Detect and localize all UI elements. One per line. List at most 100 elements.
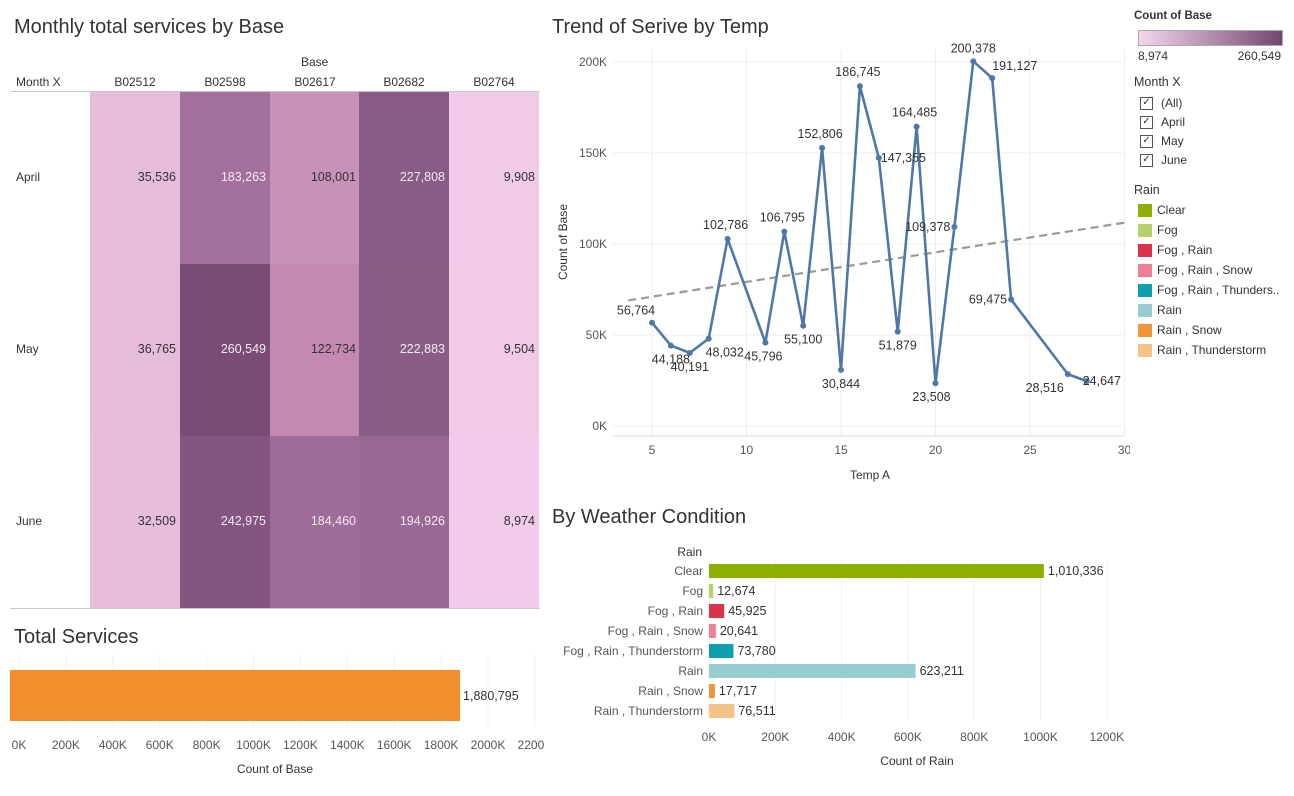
trend-point-label: 44,188 [652,353,690,367]
trend-point[interactable] [705,335,712,342]
weather-bar[interactable] [709,684,715,698]
weather-bar[interactable] [709,704,735,718]
heatmap-cell-value: 227,808 [399,170,445,184]
total-axis-tick: 1200K [283,738,318,752]
checkbox-checked-icon[interactable]: ✓ [1140,134,1153,148]
heatmap-cell[interactable]: 122,734 [270,264,360,436]
color-legend-title: Count of Base [1134,10,1212,22]
weather-bar[interactable] [709,604,725,618]
heatmap-cell[interactable]: 36,765 [90,264,180,436]
trend-point[interactable] [856,83,863,90]
weather-bar[interactable] [709,664,916,678]
filter-item-may[interactable]: ✓ May [1140,132,1184,150]
trend-point[interactable] [781,228,788,235]
total-axis-tick: 200K [52,738,80,752]
trend-point[interactable] [1083,378,1090,385]
trend-point-label: 40,191 [671,360,709,374]
trend-point[interactable] [762,339,769,346]
trend-point[interactable] [724,235,731,242]
trend-point[interactable] [838,366,844,373]
trend-point-label: 191,127 [992,59,1037,73]
trend-point-label: 109,378 [905,220,950,234]
trend-point-label: 106,795 [760,211,805,225]
color-gradient-bar [1138,30,1283,46]
heatmap-cell[interactable]: 8,974 [449,436,539,608]
trend-point[interactable] [649,319,655,326]
trend-point[interactable] [1008,296,1015,303]
total-axis-tick: 2200K [518,738,545,752]
heatmap-cell[interactable]: 9,504 [449,264,539,436]
trend-point[interactable] [951,223,958,230]
heatmap-cell-value: 35,536 [137,170,176,184]
trend-point-label: 55,100 [784,333,822,347]
weather-category-label: Fog , Rain [648,604,703,618]
trend-point[interactable] [819,144,826,151]
heatmap-cell[interactable]: 32,509 [90,436,180,608]
rain-legend-item[interactable]: Fog [1138,221,1178,239]
rain-legend-item[interactable]: Rain , Snow [1138,321,1222,339]
heatmap-cell[interactable]: 183,263 [180,92,270,264]
heatmap-cell[interactable]: 260,549 [180,264,270,436]
total-axis-tick: 600K [146,738,174,752]
heatmap-cell[interactable]: 222,883 [359,264,449,436]
heatmap-cell[interactable]: 35,536 [90,92,180,264]
trend-point[interactable] [1064,371,1071,378]
weather-title: By Weather Condition [552,506,747,528]
trend-point[interactable] [932,380,939,387]
total-bar-label: 1,880,795 [463,689,519,703]
checkbox-checked-icon[interactable]: ✓ [1140,96,1153,110]
weather-bar[interactable] [709,584,714,598]
trend-point[interactable] [913,123,920,130]
heatmap-cell-value: 9,504 [503,342,535,356]
rain-legend-item[interactable]: Rain [1138,301,1182,319]
heatmap-cell[interactable]: 184,460 [270,436,360,608]
trend-x-label: Temp A [850,468,890,482]
heatmap-cell[interactable]: 9,908 [449,92,539,264]
trend-point[interactable] [894,328,901,335]
checkbox-checked-icon[interactable]: ✓ [1140,153,1153,167]
filter-item-april[interactable]: ✓ April [1140,113,1185,131]
legend-swatch-icon [1138,223,1152,237]
heatmap-cell-value: 122,734 [310,342,356,356]
weather-category-label: Rain , Snow [638,684,703,698]
rain-legend-label: Fog , Rain , Thunders.. [1157,283,1280,297]
rain-legend-item[interactable]: Fog , Rain , Snow [1138,261,1252,279]
weather-bar[interactable] [709,624,716,638]
weather-category-label: Rain , Thunderstorm [594,704,703,718]
heatmap-cell[interactable]: 227,808 [359,92,449,264]
filter-item-all[interactable]: ✓ (All) [1140,94,1182,112]
rain-legend-item[interactable]: Fog , Rain [1138,241,1212,259]
rain-legend-label: Rain , Thunderstorm [1157,343,1267,357]
checkbox-checked-icon[interactable]: ✓ [1140,115,1153,129]
heatmap-cell[interactable]: 108,001 [270,92,360,264]
filter-item-june[interactable]: ✓ June [1140,151,1187,169]
trend-point-label: 48,032 [706,346,744,360]
rain-legend-item[interactable]: Clear [1138,201,1186,219]
weather-bar[interactable] [709,644,734,658]
trend-point[interactable] [875,154,882,161]
weather-bar-label: 17,717 [719,684,757,698]
heatmap-cell-value: 242,975 [220,514,266,528]
trend-point[interactable] [686,349,693,356]
rain-legend-label: Fog [1157,223,1178,237]
heatmap-cell[interactable]: 242,975 [180,436,270,608]
rain-legend-item[interactable]: Rain , Thunderstorm [1138,341,1266,359]
heatmap-cell-value: 9,908 [503,170,535,184]
heatmap-cell-value: 260,549 [220,342,266,356]
heatmap-title: Monthly total services by Base [14,16,285,38]
heatmap-col-header: B02512 [114,75,156,89]
filter-item-label: June [1161,153,1188,167]
heatmap-cell[interactable]: 194,926 [359,436,449,608]
trend-point[interactable] [800,322,807,329]
trend-point-label: 147,355 [881,151,926,165]
weather-bar-label: 12,674 [717,584,755,598]
heatmap-col-header: B02617 [294,75,336,89]
rain-legend-item[interactable]: Fog , Rain , Thunders.. [1138,281,1280,299]
total-bar[interactable] [10,670,461,721]
legend-swatch-icon [1138,203,1152,217]
weather-bar[interactable] [709,564,1044,578]
rain-legend-label: Rain , Snow [1157,323,1222,337]
trend-point[interactable] [667,342,674,349]
trend-point[interactable] [970,58,977,65]
trend-point[interactable] [989,75,996,82]
